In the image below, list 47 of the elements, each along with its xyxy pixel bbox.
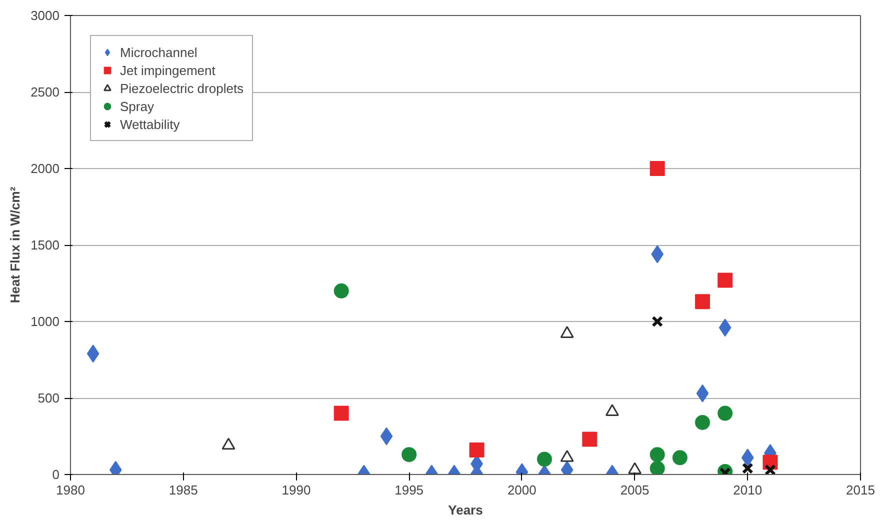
x-tick-label: 2010 — [733, 482, 762, 498]
x-tick-label: 2000 — [507, 482, 536, 498]
x-tick-label: 1995 — [394, 482, 424, 498]
point — [469, 442, 484, 458]
point — [628, 462, 642, 474]
point — [537, 452, 552, 467]
y-tick-label: 3000 — [30, 8, 60, 23]
point — [651, 245, 664, 264]
y-tick-label: 1500 — [30, 238, 60, 252]
x-tick-label: 2015 — [846, 482, 875, 498]
legend-label: Spray — [120, 98, 154, 114]
point — [652, 316, 664, 328]
point — [380, 427, 393, 446]
point — [742, 462, 754, 474]
legend-label: Microchannel — [120, 44, 198, 60]
x-tick-label: 1985 — [168, 482, 198, 498]
point — [764, 464, 776, 474]
point — [86, 344, 100, 363]
point — [402, 447, 417, 462]
x-tick-label: 2005 — [620, 482, 650, 498]
point — [696, 384, 709, 402]
point — [718, 406, 733, 421]
x-tick-label: 1980 — [56, 482, 85, 498]
point — [741, 448, 754, 467]
point — [695, 414, 710, 430]
point — [650, 161, 665, 176]
point — [672, 450, 688, 466]
point — [718, 318, 732, 337]
point — [334, 406, 349, 421]
y-tick-label: 0 — [52, 467, 60, 482]
y-tick-label: 2000 — [30, 161, 60, 176]
y-axis-title: Heat Flux in W/cm² — [8, 186, 23, 304]
x-tick-label: 1990 — [282, 482, 311, 498]
legend-label: Wettability — [120, 116, 180, 132]
legend-label: Piezoelectric droplets — [120, 80, 244, 96]
point — [334, 283, 349, 298]
point — [718, 272, 733, 288]
x-axis-title: Years — [448, 502, 483, 518]
legend-label: Jet impingement — [120, 62, 216, 78]
y-tick-label: 2500 — [30, 84, 60, 100]
point — [650, 447, 665, 462]
point — [695, 294, 710, 310]
point — [582, 432, 598, 447]
point — [650, 460, 665, 474]
point — [222, 438, 236, 450]
y-tick-label: 500 — [38, 390, 60, 406]
y-tick-label: 1000 — [30, 314, 60, 329]
